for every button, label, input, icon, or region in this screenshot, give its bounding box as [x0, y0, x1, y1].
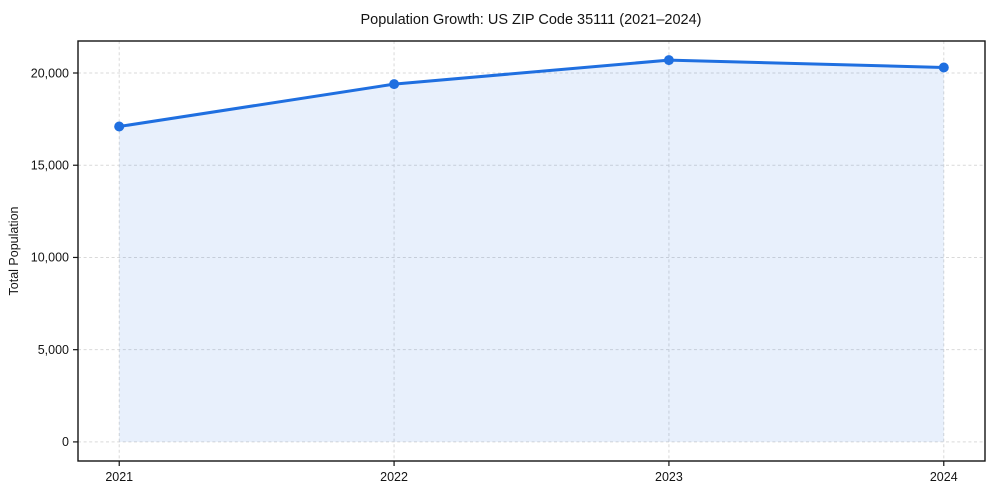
data-point-2022 — [389, 79, 400, 90]
y-tick-label: 5,000 — [38, 343, 69, 357]
series-line-layer — [117, 58, 946, 128]
y-tick-label: 10,000 — [31, 251, 69, 265]
y-axis-label: Total Population — [7, 206, 21, 295]
data-point-2021 — [114, 121, 125, 132]
x-tick-label: 2022 — [380, 470, 408, 484]
area-fill-layer — [119, 60, 944, 442]
axes-layer — [73, 40, 986, 466]
y-tick-label: 20,000 — [31, 66, 69, 80]
plot-border — [77, 40, 986, 462]
chart-title: Population Growth: US ZIP Code 35111 (20… — [361, 12, 702, 28]
y-tick-label: 0 — [62, 435, 69, 449]
series-area-fill — [119, 60, 944, 442]
x-tick-label: 2024 — [930, 470, 958, 484]
data-point-2024 — [938, 62, 949, 73]
y-tick-label: 15,000 — [31, 158, 69, 172]
x-tick-label: 2021 — [105, 470, 133, 484]
tick-labels-layer: 0 5,000 10,000 15,000 20,000 2021 2022 2023 2024 — [31, 66, 958, 484]
gridlines-layer — [78, 41, 985, 461]
data-markers-layer — [114, 55, 949, 132]
data-point-2023 — [663, 55, 674, 66]
x-tick-label: 2023 — [655, 470, 683, 484]
series-line — [117, 58, 946, 128]
